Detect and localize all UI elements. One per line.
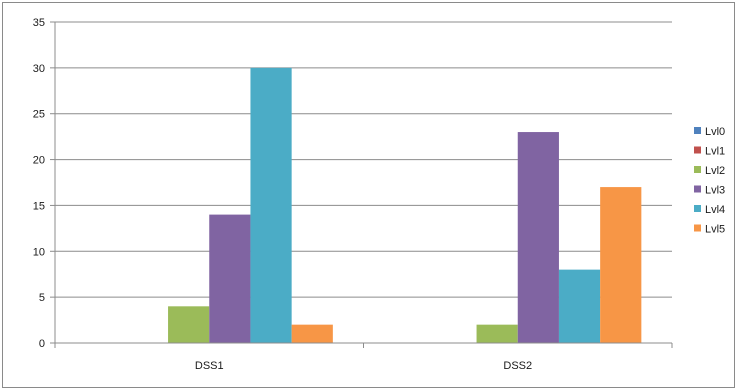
bar-lvl2-dss2	[476, 324, 518, 343]
bar-lvl3-dss1	[209, 214, 251, 343]
bars	[168, 67, 642, 343]
legend-swatch	[694, 146, 701, 154]
y-tick-label: 30	[33, 63, 45, 75]
legend-swatch	[694, 185, 701, 193]
legend: Lvl0 Lvl1 Lvl2 Lvl3 Lvl4 Lvl5	[694, 126, 725, 236]
legend-label: Lvl3	[705, 185, 725, 197]
bar-lvl3-dss2	[517, 132, 559, 343]
legend-swatch	[694, 127, 701, 134]
y-tick-label: 5	[39, 292, 45, 304]
bar-lvl4-dss1	[250, 67, 292, 343]
legend-swatch	[694, 205, 701, 212]
y-tick-label: 0	[39, 338, 45, 350]
axes: 0 5 10 15 20 25 30 35 DSS1 DSS2	[33, 17, 673, 372]
x-category-label: DSS1	[195, 360, 224, 372]
y-tick-label: 20	[33, 155, 45, 167]
y-tick-label: 35	[33, 17, 45, 29]
y-tick-label: 15	[33, 200, 45, 212]
legend-label: Lvl1	[705, 146, 725, 158]
bar-lvl4-dss2	[558, 269, 601, 343]
bar-lvl5-dss2	[600, 187, 642, 343]
legend-label: Lvl2	[705, 165, 725, 177]
legend-swatch	[694, 166, 701, 173]
y-tick-label: 10	[33, 246, 45, 258]
y-tick-label: 25	[33, 109, 45, 121]
legend-label: Lvl5	[705, 224, 725, 236]
bar-lvl5-dss1	[291, 324, 333, 343]
bar-lvl2-dss1	[168, 306, 210, 343]
legend-label: Lvl0	[705, 126, 725, 138]
x-category-label: DSS2	[503, 360, 532, 372]
gridlines	[55, 21, 672, 298]
legend-swatch	[694, 224, 701, 232]
legend-label: Lvl4	[705, 204, 725, 216]
